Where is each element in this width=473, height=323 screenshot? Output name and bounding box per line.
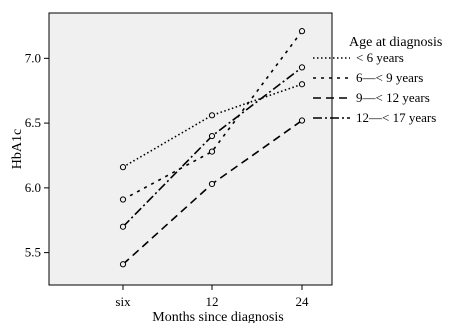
data-point — [298, 28, 306, 35]
legend-title: Age at diagnosis — [349, 35, 442, 50]
y-tick-label: 5.5 — [25, 245, 41, 260]
y-axis-title: HbA1c — [10, 129, 25, 169]
data-point — [298, 64, 306, 71]
data-point — [298, 81, 306, 88]
legend-label: 12—< 17 years — [356, 110, 436, 125]
x-tick-label: 24 — [296, 294, 310, 309]
data-point — [208, 180, 216, 188]
x-tick-label: 12 — [206, 294, 219, 309]
legend-label: < 6 years — [356, 50, 404, 65]
x-axis: six 12 24 — [115, 285, 309, 309]
data-point — [208, 132, 216, 140]
x-axis-title: Months since diagnosis — [152, 310, 283, 323]
data-point — [119, 164, 127, 171]
data-point — [119, 223, 127, 230]
legend: Age at diagnosis < 6 years 6—< 9 years 9—<… — [313, 35, 442, 125]
legend-label: 6—< 9 years — [356, 70, 423, 85]
y-tick-label: 6.5 — [25, 115, 41, 130]
data-point — [208, 148, 216, 155]
data-point — [119, 196, 127, 203]
y-tick-label: 6.0 — [25, 180, 41, 195]
y-tick-label: 7.0 — [25, 50, 41, 65]
plot-area — [48, 12, 333, 286]
data-point — [298, 117, 306, 124]
x-tick-label: six — [115, 294, 131, 309]
series-line — [122, 30, 303, 201]
data-point — [119, 261, 127, 268]
data-point — [208, 112, 216, 119]
legend-label: 9—< 12 years — [356, 90, 430, 105]
y-axis: 5.5 6.0 6.5 7.0 — [25, 50, 49, 260]
series-points — [119, 28, 306, 268]
